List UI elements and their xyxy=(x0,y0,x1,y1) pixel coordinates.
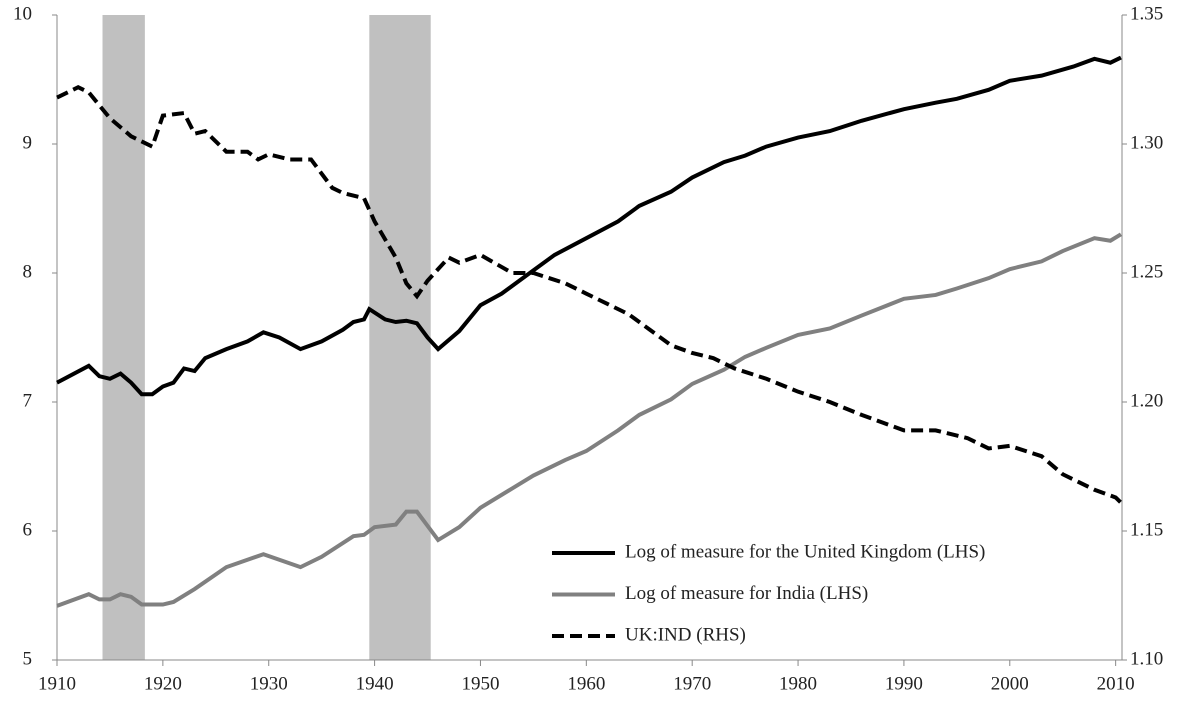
x-tick-label: 1990 xyxy=(885,673,923,694)
y-tick-label: 6 xyxy=(23,519,33,540)
y-tick-label: 7 xyxy=(23,390,33,411)
y-tick-label: 8 xyxy=(23,261,33,282)
series-line xyxy=(56,55,1122,397)
x-tick-label: 1970 xyxy=(673,673,711,694)
x-tick-label: 1930 xyxy=(250,673,288,694)
y2-tick-label: 1.35 xyxy=(1130,3,1163,24)
shaded-period xyxy=(102,15,145,660)
y-tick-label: 5 xyxy=(23,648,33,669)
series-line xyxy=(56,85,1123,505)
x-tick-label: 1980 xyxy=(779,673,817,694)
x-tick-label: 2010 xyxy=(1097,673,1135,694)
y2-tick-label: 1.15 xyxy=(1130,519,1163,540)
x-tick-label: 1910 xyxy=(38,673,76,694)
x-tick-label: 1920 xyxy=(144,673,182,694)
x-tick-label: 2000 xyxy=(991,673,1029,694)
legend-label: Log of measure for India (LHS) xyxy=(625,583,868,604)
x-tick-label: 1960 xyxy=(567,673,605,694)
x-tick-label: 1940 xyxy=(356,673,394,694)
shaded-period xyxy=(369,15,431,660)
y2-tick-label: 1.30 xyxy=(1130,132,1163,153)
x-tick-label: 1950 xyxy=(461,673,499,694)
legend-label: UK:IND (RHS) xyxy=(625,624,746,645)
y-tick-label: 10 xyxy=(13,3,32,24)
legend-label: Log of measure for the United Kingdom (L… xyxy=(625,541,985,562)
y-tick-label: 9 xyxy=(23,132,33,153)
y2-tick-label: 1.25 xyxy=(1130,261,1163,282)
series-line xyxy=(56,232,1122,608)
y2-tick-label: 1.20 xyxy=(1130,390,1163,411)
y2-tick-label: 1.10 xyxy=(1130,648,1163,669)
